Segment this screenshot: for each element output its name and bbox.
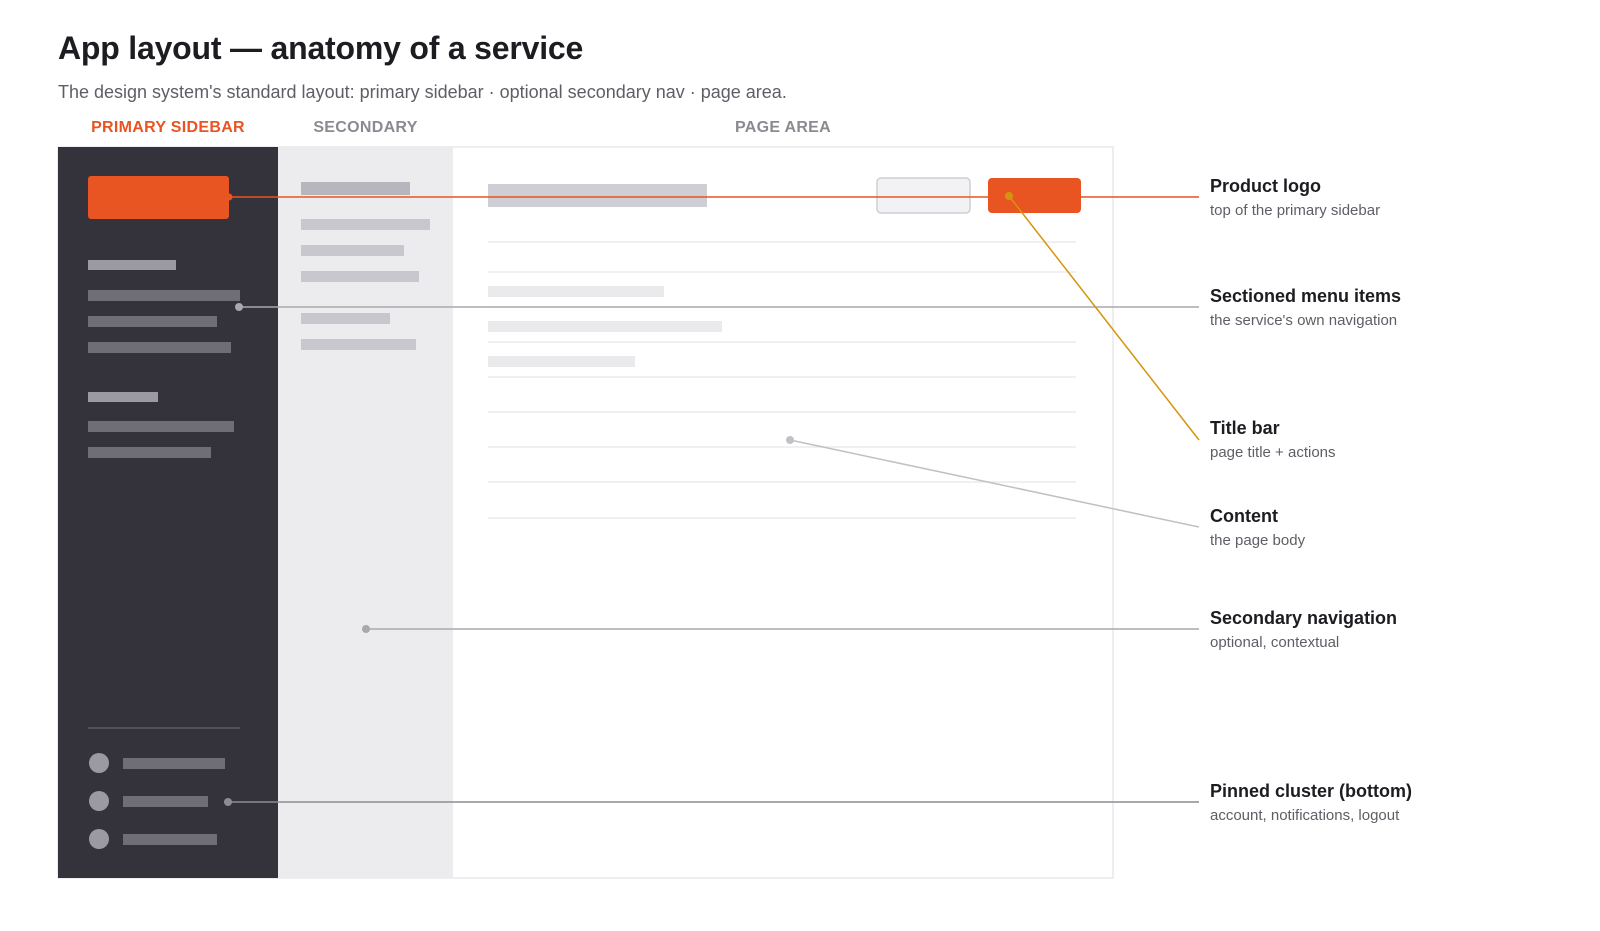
annotation-subtitle: top of the primary sidebar — [1210, 202, 1381, 219]
leader-anchor-dot — [1005, 192, 1013, 200]
leader-content — [789, 439, 1200, 528]
leader-title-bar — [1008, 195, 1200, 441]
menu-item-bar — [88, 316, 217, 327]
annotation-subtitle: page title + actions — [1210, 444, 1336, 461]
content-line-bar — [488, 356, 635, 367]
content-line-bar — [488, 286, 664, 297]
secondary-nav-panel — [278, 147, 453, 878]
annotation-sectioned-menu-items: Sectioned menu items the service's own n… — [1210, 285, 1401, 331]
logout-dot — [89, 829, 109, 849]
annotation-secondary-navigation: Secondary navigation optional, contextua… — [1210, 607, 1397, 653]
menu-item-bar — [88, 421, 234, 432]
pinned-item-bar — [123, 834, 217, 845]
page-title-placeholder — [488, 184, 707, 207]
annotation-title: Secondary navigation — [1210, 608, 1398, 628]
leader-anchor-dot — [225, 193, 233, 201]
column-label-primary-sidebar: PRIMARY SIDEBAR — [91, 119, 245, 136]
annotation-title: Title bar — [1210, 418, 1280, 438]
annotation-subtitle: the page body — [1210, 532, 1306, 549]
menu-item-bar — [88, 447, 211, 458]
secondary-nav-heading-bar — [301, 182, 410, 195]
annotation-title: Product logo — [1210, 176, 1321, 196]
menu-item-bar — [88, 290, 240, 301]
secondary-nav-item-bar — [301, 271, 419, 282]
primary-action-button — [988, 178, 1081, 213]
annotation-title: Sectioned menu items — [1210, 286, 1402, 306]
leader-anchor-dot — [786, 436, 794, 444]
menu-item-bar — [88, 342, 231, 353]
leader-anchor-dot — [362, 625, 370, 633]
annotation-pinned-cluster: Pinned cluster (bottom) account, notific… — [1210, 780, 1412, 826]
pinned-item-bar — [123, 796, 208, 807]
secondary-nav-item-bar — [301, 313, 390, 324]
menu-section-heading-bar — [88, 260, 176, 270]
content-line-bar — [488, 321, 722, 332]
product-logo-block — [88, 176, 229, 219]
annotation-subtitle: the service's own navigation — [1210, 312, 1398, 329]
page-subtitle: The design system's standard layout: pri… — [58, 82, 787, 102]
annotation-product-logo: Product logo top of the primary sidebar — [1210, 175, 1380, 221]
page-title: App layout — anatomy of a service — [58, 30, 584, 66]
notifications-dot — [89, 791, 109, 811]
leader-anchor-dot — [235, 303, 243, 311]
column-label-secondary: SECONDARY — [313, 119, 418, 136]
secondary-action-button — [876, 177, 971, 214]
secondary-nav-item-bar — [301, 339, 416, 350]
pinned-item-bar — [123, 758, 225, 769]
annotation-title: Pinned cluster (bottom) — [1210, 781, 1412, 801]
secondary-nav-item-bar — [301, 245, 404, 256]
annotation-subtitle: optional, contextual — [1210, 634, 1340, 651]
menu-section-heading-bar — [88, 392, 158, 402]
leader-anchor-dot — [224, 798, 232, 806]
secondary-nav-item-bar — [301, 219, 430, 230]
annotation-title-bar: Title bar page title + actions — [1210, 417, 1336, 463]
annotation-title: Content — [1210, 506, 1278, 526]
column-label-page-area: PAGE AREA — [734, 119, 832, 136]
account-avatar-dot — [89, 753, 109, 773]
annotation-subtitle: account, notifications, logout — [1210, 807, 1400, 824]
annotation-content: Content the page body — [1210, 505, 1305, 551]
